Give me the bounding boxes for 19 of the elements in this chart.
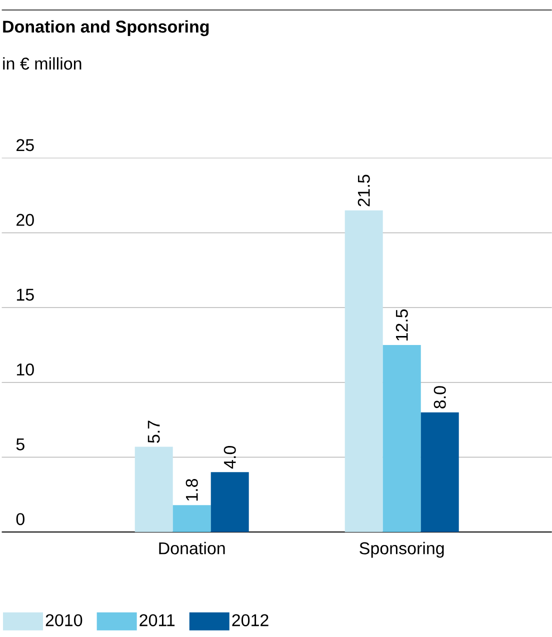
y-tick-label: 10 bbox=[16, 363, 34, 376]
data-label: 8.0 bbox=[434, 386, 446, 408]
data-label: 12.5 bbox=[396, 309, 408, 340]
data-label: 1.8 bbox=[186, 478, 198, 501]
x-tick-label: Sponsoring bbox=[359, 542, 444, 558]
chart-subtitle: in € million bbox=[3, 57, 82, 70]
y-tick-label: 15 bbox=[16, 288, 34, 301]
legend-label: 2010 bbox=[46, 614, 82, 626]
data-label: 4.0 bbox=[224, 446, 236, 469]
y-tick-label: 25 bbox=[16, 139, 34, 152]
legend-label: 2012 bbox=[232, 614, 268, 626]
y-tick-label: 0 bbox=[16, 513, 24, 526]
chart-title: Donation and Sponsoring bbox=[3, 20, 208, 36]
y-tick-label: 20 bbox=[16, 214, 34, 226]
legend-label: 2011 bbox=[140, 614, 174, 626]
data-label: 21.5 bbox=[358, 174, 370, 206]
data-label: 5.7 bbox=[148, 420, 160, 443]
y-tick-label: 5 bbox=[16, 438, 24, 450]
x-tick-label: Donation bbox=[159, 542, 225, 554]
